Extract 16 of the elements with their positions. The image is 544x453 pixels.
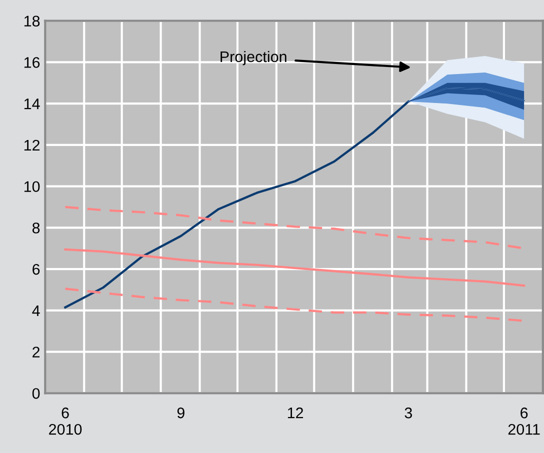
x-tick-label: 9 bbox=[177, 407, 184, 418]
x-tick-label: 3 bbox=[404, 407, 412, 418]
x-tick-label: 6 2010 bbox=[49, 407, 82, 435]
x-tick-label: 6 2011 bbox=[508, 407, 540, 435]
x-tick-label: 12 bbox=[288, 407, 304, 418]
y-tick-label: 2 bbox=[32, 346, 40, 358]
y-tick-label: 18 bbox=[24, 16, 40, 27]
y-tick-label: 10 bbox=[24, 181, 40, 192]
annotation: Projection bbox=[220, 50, 286, 66]
y-tick-label: 14 bbox=[24, 98, 40, 110]
y-tick-label: 0 bbox=[32, 388, 40, 399]
y-tick-label: 16 bbox=[24, 57, 40, 68]
y-tick-label: 8 bbox=[32, 222, 40, 234]
y-tick-label: 12 bbox=[24, 140, 40, 150]
y-tick-label: 4 bbox=[32, 305, 40, 316]
y-tick-label: 6 bbox=[32, 264, 40, 275]
